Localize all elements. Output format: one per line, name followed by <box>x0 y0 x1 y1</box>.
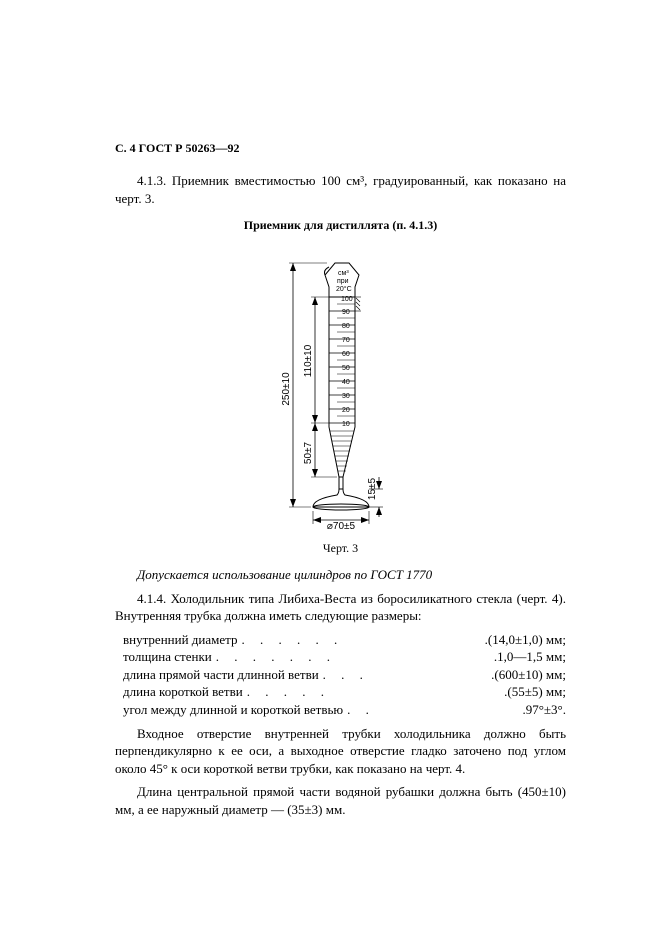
spec-value: .(55±5) мм; <box>504 683 566 701</box>
paragraph-italic: Допускается использование цилиндров по Г… <box>115 566 566 584</box>
spec-label: длина прямой части длинной ветви <box>123 666 319 684</box>
spec-row: толщина стенки . . . . . . . .1,0—1,5 мм… <box>115 648 566 666</box>
tick-90: 90 <box>342 309 350 316</box>
tick-80: 80 <box>342 323 350 330</box>
spec-value: .1,0—1,5 мм; <box>494 648 566 666</box>
spec-value: .(14,0±1,0) мм; <box>485 631 566 649</box>
spec-label: угол между длинной и короткой ветвью <box>123 701 343 719</box>
tick-40: 40 <box>342 379 350 386</box>
spec-dots: . . . <box>319 666 491 684</box>
spec-row: длина прямой части длинной ветви . . . .… <box>115 666 566 684</box>
svg-text:⌀70±5: ⌀70±5 <box>326 521 355 529</box>
spec-value: .(600±10) мм; <box>491 666 566 684</box>
figure3-caption: Приемник для дистиллята (п. 4.1.3) <box>115 217 566 233</box>
tick-60: 60 <box>342 351 350 358</box>
spec-value: .97°±3°. <box>522 701 566 719</box>
spec-list: внутренний диаметр . . . . . . .(14,0±1,… <box>115 631 566 719</box>
spec-label: толщина стенки <box>123 648 212 666</box>
insc-line3: 20°С <box>336 285 352 293</box>
spec-row: угол между длинной и короткой ветвью . .… <box>115 701 566 719</box>
svg-text:50±7: 50±7 <box>303 442 314 465</box>
spec-row: длина короткой ветви . . . . . .(55±5) м… <box>115 683 566 701</box>
paragraph-jacket: Длина центральной прямой части водяной р… <box>115 783 566 818</box>
dim-upper-section: 110±10 <box>303 297 329 423</box>
spec-dots: . . <box>343 701 522 719</box>
tick-50: 50 <box>342 365 350 372</box>
tick-100: 100 <box>341 296 353 303</box>
spec-dots: . . . . . . . <box>212 648 494 666</box>
document-page: С. 4 ГОСТ Р 50263—92 4.1.3. Приемник вме… <box>0 0 661 864</box>
svg-text:15±5: 15±5 <box>367 478 378 501</box>
figure3-label: Черт. 3 <box>115 540 566 556</box>
dim-base-diameter: ⌀70±5 <box>313 511 369 529</box>
spec-label: внутренний диаметр <box>123 631 237 649</box>
paragraph-413: 4.1.3. Приемник вместимостью 100 см³, гр… <box>115 172 566 207</box>
spec-label: длина короткой ветви <box>123 683 243 701</box>
insc-line1: см³ <box>338 270 349 277</box>
svg-text:110±10: 110±10 <box>303 345 314 378</box>
tick-20: 20 <box>342 407 350 414</box>
paragraph-input-hole: Входное отверстие внутренней трубки холо… <box>115 725 566 778</box>
spec-dots: . . . . . . <box>237 631 484 649</box>
paragraph-414: 4.1.4. Холодильник типа Либиха-Веста из … <box>115 590 566 625</box>
dim-base-height: 15±5 <box>367 477 383 517</box>
dim-total-height: 250±10 <box>281 263 327 507</box>
insc-line2: при <box>337 278 349 285</box>
svg-text:250±10: 250±10 <box>281 372 292 406</box>
spec-row: внутренний диаметр . . . . . . .(14,0±1,… <box>115 631 566 649</box>
page-header: С. 4 ГОСТ Р 50263—92 <box>115 140 566 156</box>
figure3-svg: см³ при 20°С <box>241 239 441 529</box>
spec-dots: . . . . . <box>243 683 504 701</box>
tick-30: 30 <box>342 393 350 400</box>
tick-10: 10 <box>342 421 350 428</box>
tick-70: 70 <box>342 337 350 344</box>
hatch-detail <box>355 297 361 311</box>
figure3-container: см³ при 20°С <box>115 239 566 534</box>
